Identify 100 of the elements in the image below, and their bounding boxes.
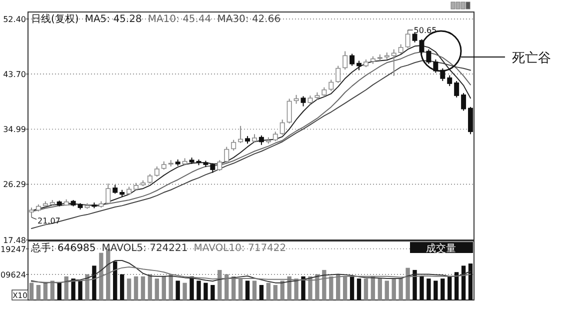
bar: [126, 278, 132, 300]
candlestick: [336, 65, 341, 84]
y-tick-label: 34.99: [3, 125, 26, 134]
candlestick: [106, 183, 111, 204]
bar: [259, 284, 264, 300]
bar: [245, 280, 250, 300]
bar: [176, 280, 180, 300]
bar: [92, 266, 96, 300]
bar: [448, 276, 452, 300]
annotation: 总手: 646985: [30, 242, 96, 254]
candlestick: [217, 160, 222, 172]
candlestick: [147, 174, 152, 184]
candlestick: [398, 44, 404, 54]
bar: [364, 278, 368, 300]
text: MAVOL10: 717422: [194, 243, 286, 254]
bar: [210, 284, 215, 300]
candlestick: [238, 125, 244, 144]
chart-title: 日线(复权): [31, 13, 79, 25]
bar: [36, 284, 41, 300]
candlestick: [447, 74, 452, 87]
bar: [134, 276, 138, 300]
bar: [85, 274, 90, 300]
candlestick: [300, 96, 306, 107]
bar: [434, 280, 438, 300]
bar: [315, 274, 320, 300]
candlestick: [342, 50, 348, 70]
bar: [154, 278, 160, 300]
bar: [280, 280, 284, 300]
candlestick: [224, 146, 230, 164]
bar: [50, 280, 54, 300]
bar: [322, 270, 326, 300]
bar: [120, 274, 124, 300]
candlestick: [231, 139, 236, 152]
candlestick: [28, 207, 34, 218]
bar: [29, 282, 34, 300]
bar: [204, 282, 208, 300]
bar: [342, 276, 348, 300]
candlestick: [154, 166, 160, 178]
bar: [384, 280, 389, 300]
y-tick-label: 09624: [0, 270, 26, 280]
bar: [356, 278, 362, 300]
y-tick-label: 52.40: [3, 14, 26, 24]
bar: [182, 282, 187, 300]
bar: [294, 278, 298, 300]
bar: [238, 278, 243, 300]
candlestick: [468, 106, 474, 135]
candlestick: [286, 98, 292, 124]
bar: [440, 278, 445, 300]
candlestick: [350, 53, 355, 66]
bar: [71, 278, 76, 300]
candlestick: [280, 119, 285, 136]
bar: [398, 278, 403, 300]
candlestick: [356, 60, 362, 71]
bar: [113, 261, 118, 300]
series-label: MAVOL5: 724221: [102, 243, 188, 254]
bar: [266, 282, 271, 300]
bar: [140, 276, 146, 300]
line-series: [30, 266, 472, 283]
candlestick: [454, 80, 460, 98]
bar: [350, 276, 354, 300]
bar: [378, 278, 382, 300]
bar: [99, 252, 104, 300]
text: MA10: 45.44: [148, 14, 212, 25]
text: MA5: 45.28: [84, 14, 142, 25]
bar: [329, 276, 334, 300]
candlestick: [328, 79, 334, 92]
bar: [224, 274, 229, 300]
bar: [287, 276, 292, 300]
candlestick: [272, 131, 278, 142]
bar: [168, 274, 173, 300]
bar: [412, 270, 417, 300]
bar: [406, 268, 410, 300]
y-tick-label: 43.70: [3, 70, 26, 80]
text: 死亡谷: [512, 50, 551, 66]
bar: [468, 264, 473, 300]
bar: [78, 280, 82, 300]
bar: [252, 280, 257, 300]
annotation: 成交量: [426, 242, 456, 254]
text: MA30: 42.66: [217, 14, 281, 25]
candlestick: [461, 92, 466, 112]
line-series: [30, 260, 472, 284]
bar: [420, 276, 424, 300]
bar: [148, 274, 152, 300]
bar: [64, 276, 68, 300]
bar: [426, 278, 431, 300]
bar: [308, 276, 312, 300]
annotation: 21.07: [37, 216, 60, 226]
candlestick: [405, 30, 410, 49]
bar: [162, 276, 166, 300]
bar: [43, 282, 48, 300]
y-tick-label: 26.29: [3, 180, 26, 190]
candlestick: [210, 162, 216, 174]
bar: [392, 278, 396, 300]
bar: [196, 280, 201, 300]
bar: [461, 266, 466, 300]
candlestick: [258, 134, 264, 146]
bar: [273, 284, 278, 300]
candlestick: [391, 48, 396, 76]
candlestick: [322, 86, 327, 98]
bar: [190, 276, 194, 300]
